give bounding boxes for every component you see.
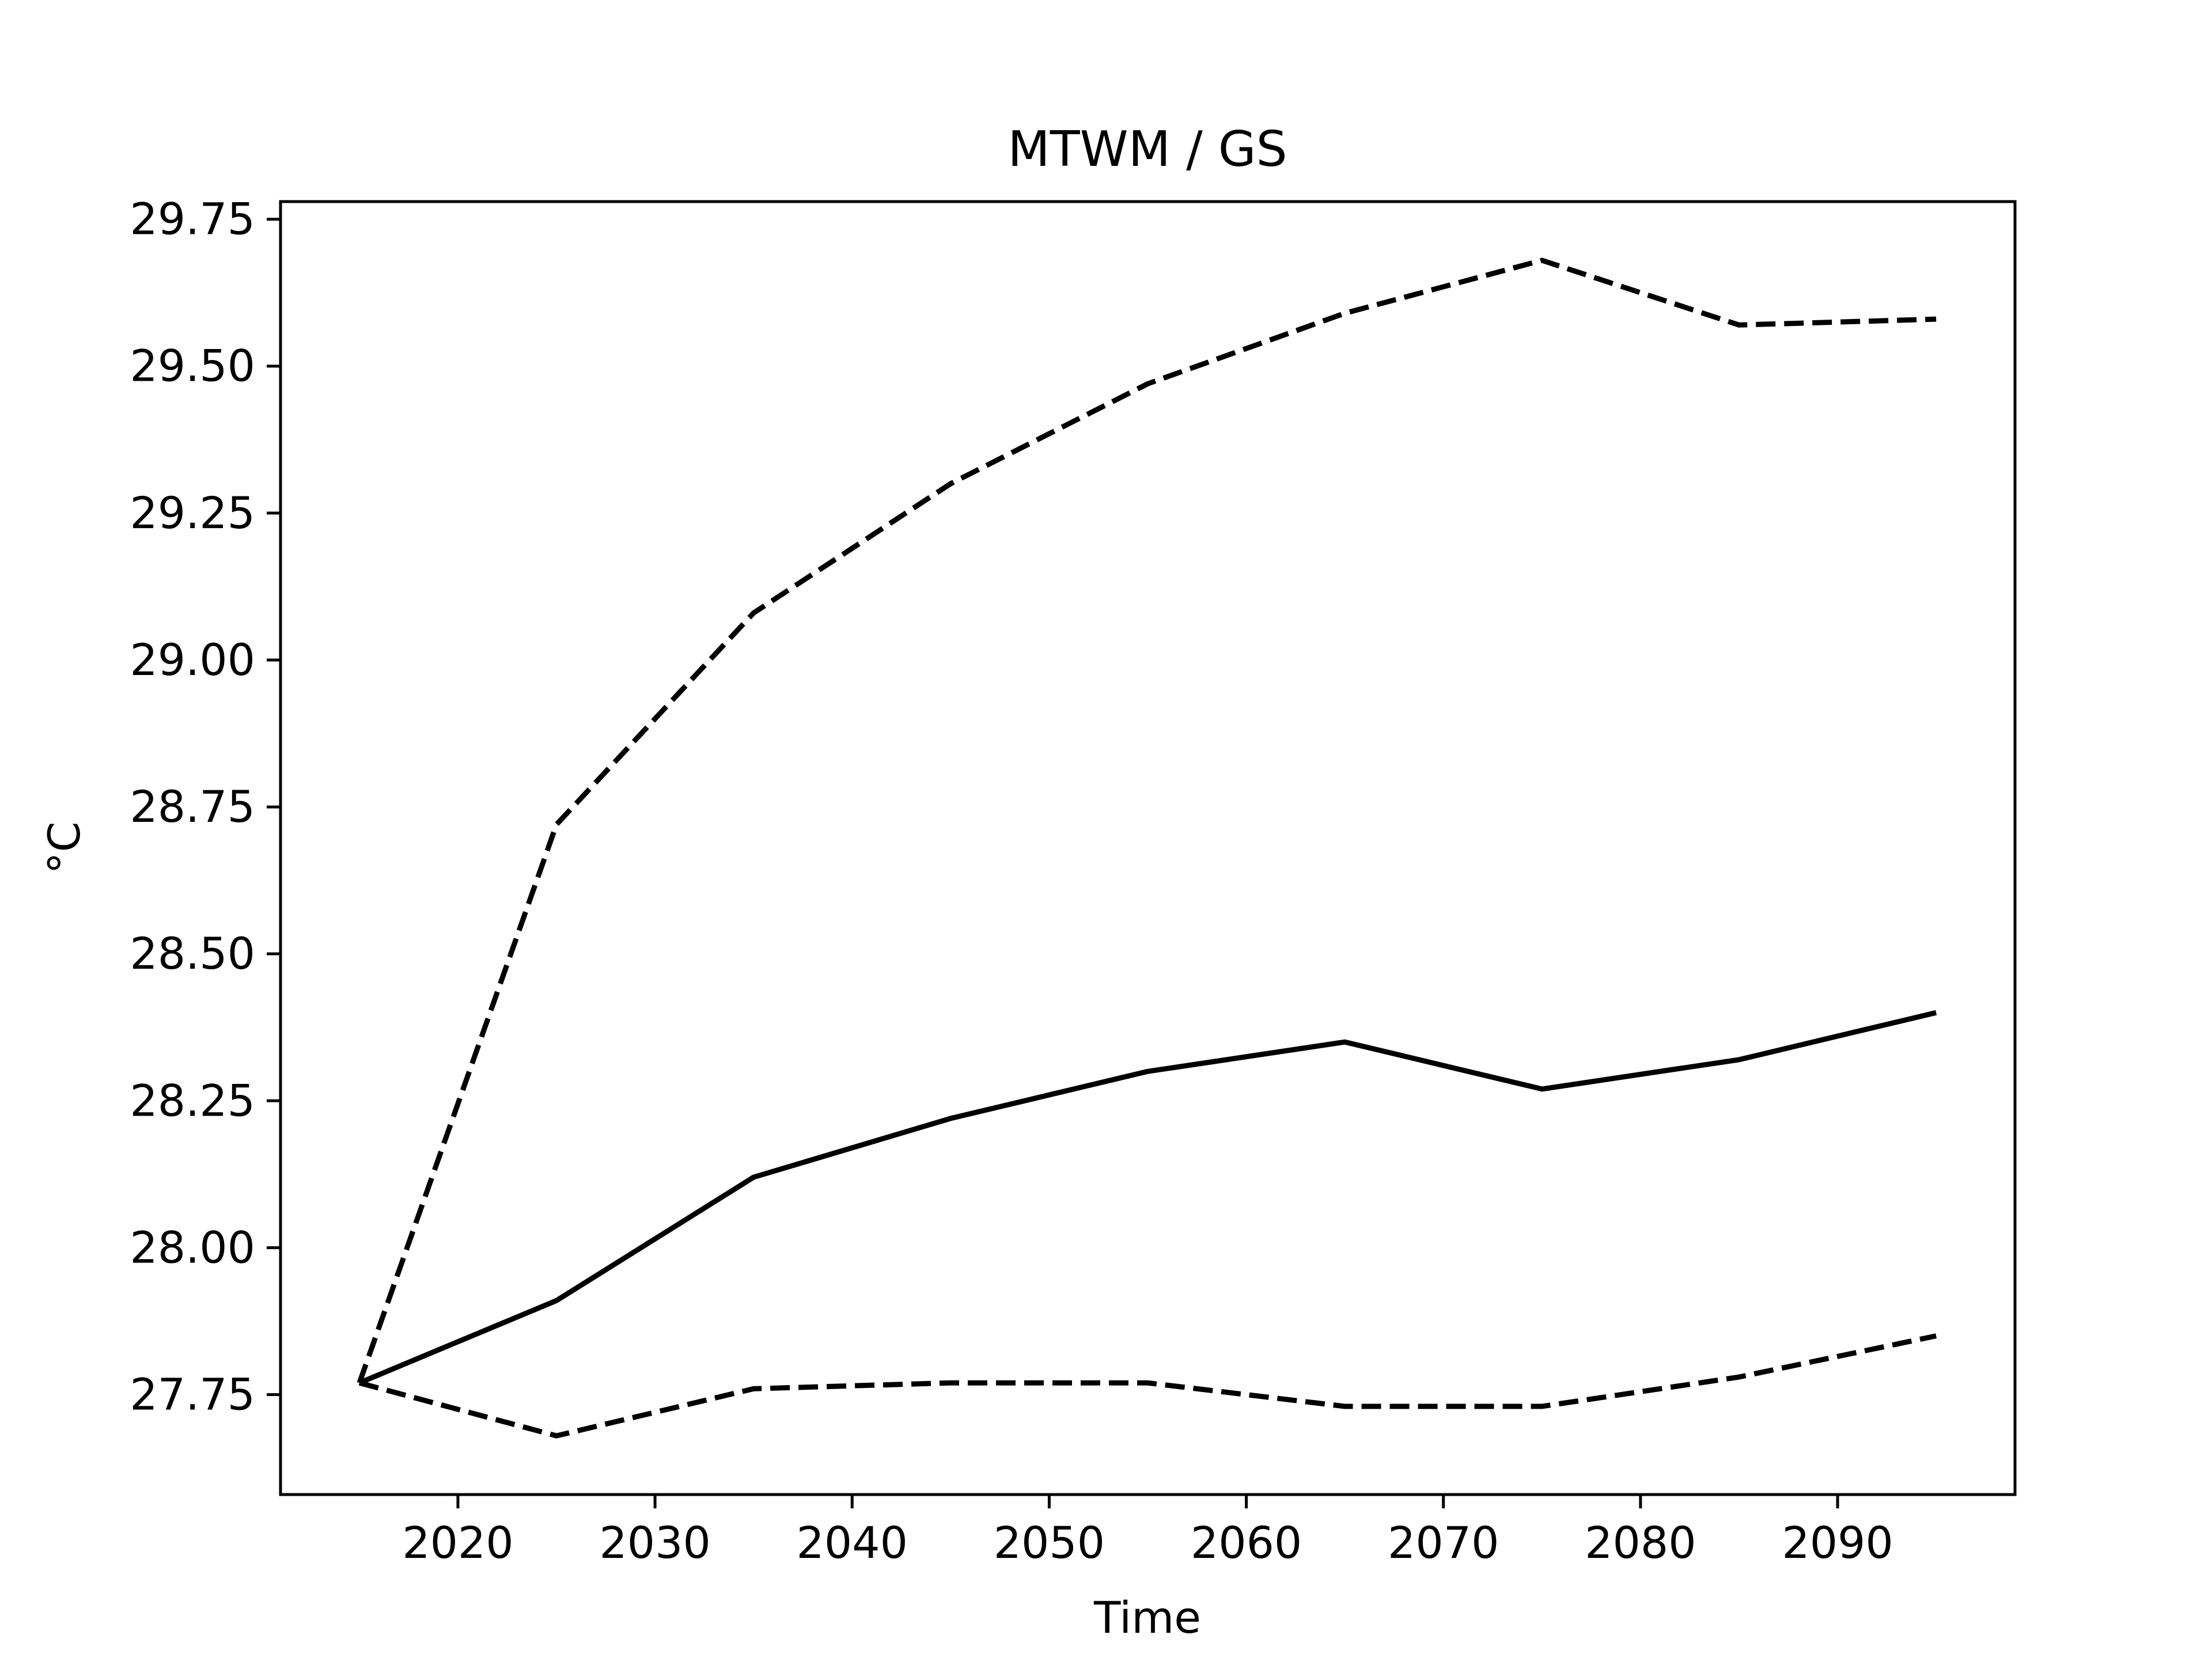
series-line-2-solid bbox=[358, 1010, 1937, 1386]
y-tick-label: 29.25 bbox=[130, 487, 255, 539]
y-tick-label: 28.25 bbox=[130, 1075, 255, 1126]
y-tick-label: 28.00 bbox=[130, 1222, 255, 1273]
y-axis-ticks: 27.75 28.00 28.25 28.50 28.75 29.00 29.25 29.50… bbox=[130, 194, 281, 1420]
y-tick-label: 28.50 bbox=[130, 928, 255, 979]
x-tick-label: 2080 bbox=[1585, 1517, 1696, 1568]
x-tick-label: 2050 bbox=[994, 1517, 1105, 1568]
x-tick-label: 2040 bbox=[797, 1517, 908, 1568]
y-tick-label: 29.50 bbox=[130, 340, 255, 392]
series-line-1-dashed bbox=[357, 257, 1937, 1384]
x-axis-label: Time bbox=[1093, 1592, 1201, 1643]
y-tick-label: 27.75 bbox=[130, 1369, 255, 1420]
x-axis-ticks: 2020 2030 2040 2050 2060 2070 2080 2090 bbox=[402, 1495, 1893, 1568]
x-tick-label: 2060 bbox=[1191, 1517, 1302, 1568]
series-line-3-dashed bbox=[358, 1333, 1937, 1439]
y-axis-label: °C bbox=[39, 821, 90, 874]
series-group bbox=[357, 257, 1937, 1439]
x-tick-label: 2030 bbox=[599, 1517, 710, 1568]
chart-title: MTWM / GS bbox=[1007, 121, 1287, 178]
y-tick-label: 29.00 bbox=[130, 634, 255, 685]
x-tick-label: 2070 bbox=[1388, 1517, 1499, 1568]
y-tick-label: 29.75 bbox=[130, 194, 255, 245]
x-tick-label: 2090 bbox=[1782, 1517, 1893, 1568]
y-tick-label: 28.75 bbox=[130, 781, 255, 832]
plot-frame bbox=[279, 200, 2017, 1496]
x-tick-label: 2020 bbox=[402, 1517, 513, 1568]
